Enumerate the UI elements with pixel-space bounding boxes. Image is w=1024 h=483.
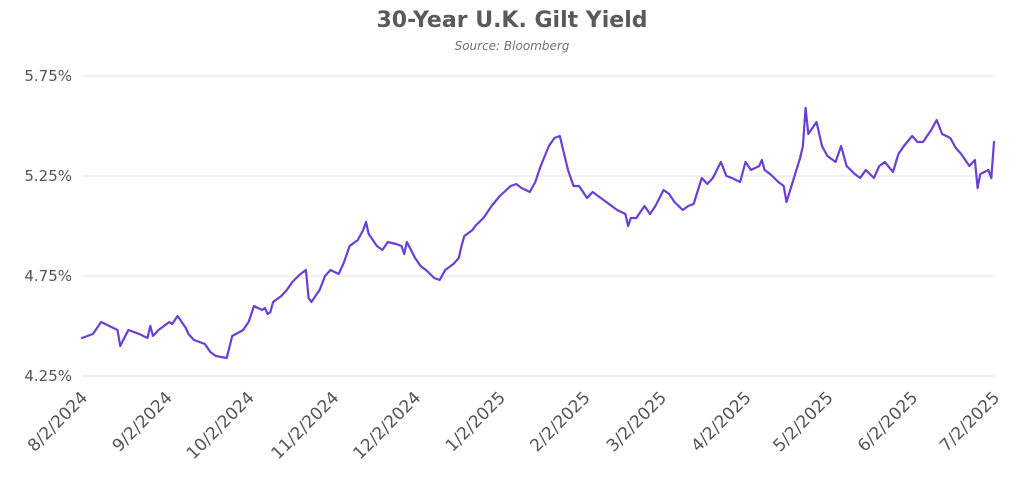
x-tick-label: 5/2/2025: [769, 388, 837, 456]
y-tick-label: 5.25%: [24, 167, 72, 185]
y-tick-label: 5.75%: [24, 67, 72, 85]
y-tick-label: 4.75%: [24, 267, 72, 285]
x-tick-label: 10/2/2024: [183, 388, 259, 464]
x-tick-label: 8/2/2024: [24, 388, 92, 456]
x-tick-label: 7/2/2025: [936, 388, 1004, 456]
x-tick-label: 11/2/2024: [268, 388, 344, 464]
x-tick-label: 1/2/2025: [442, 388, 510, 456]
x-tick-label: 4/2/2025: [687, 388, 755, 456]
chart-subtitle: Source: Bloomberg: [454, 39, 570, 53]
x-tick-label: 9/2/2024: [109, 388, 177, 456]
x-tick-label: 12/2/2024: [349, 388, 425, 464]
x-tick-label: 2/2/2025: [526, 388, 594, 456]
x-tick-label: 3/2/2025: [603, 388, 671, 456]
chart-title: 30-Year U.K. Gilt Yield: [376, 8, 648, 33]
series-line: [80, 106, 996, 360]
x-tick-label: 6/2/2025: [854, 388, 922, 456]
y-tick-label: 4.25%: [24, 367, 72, 385]
